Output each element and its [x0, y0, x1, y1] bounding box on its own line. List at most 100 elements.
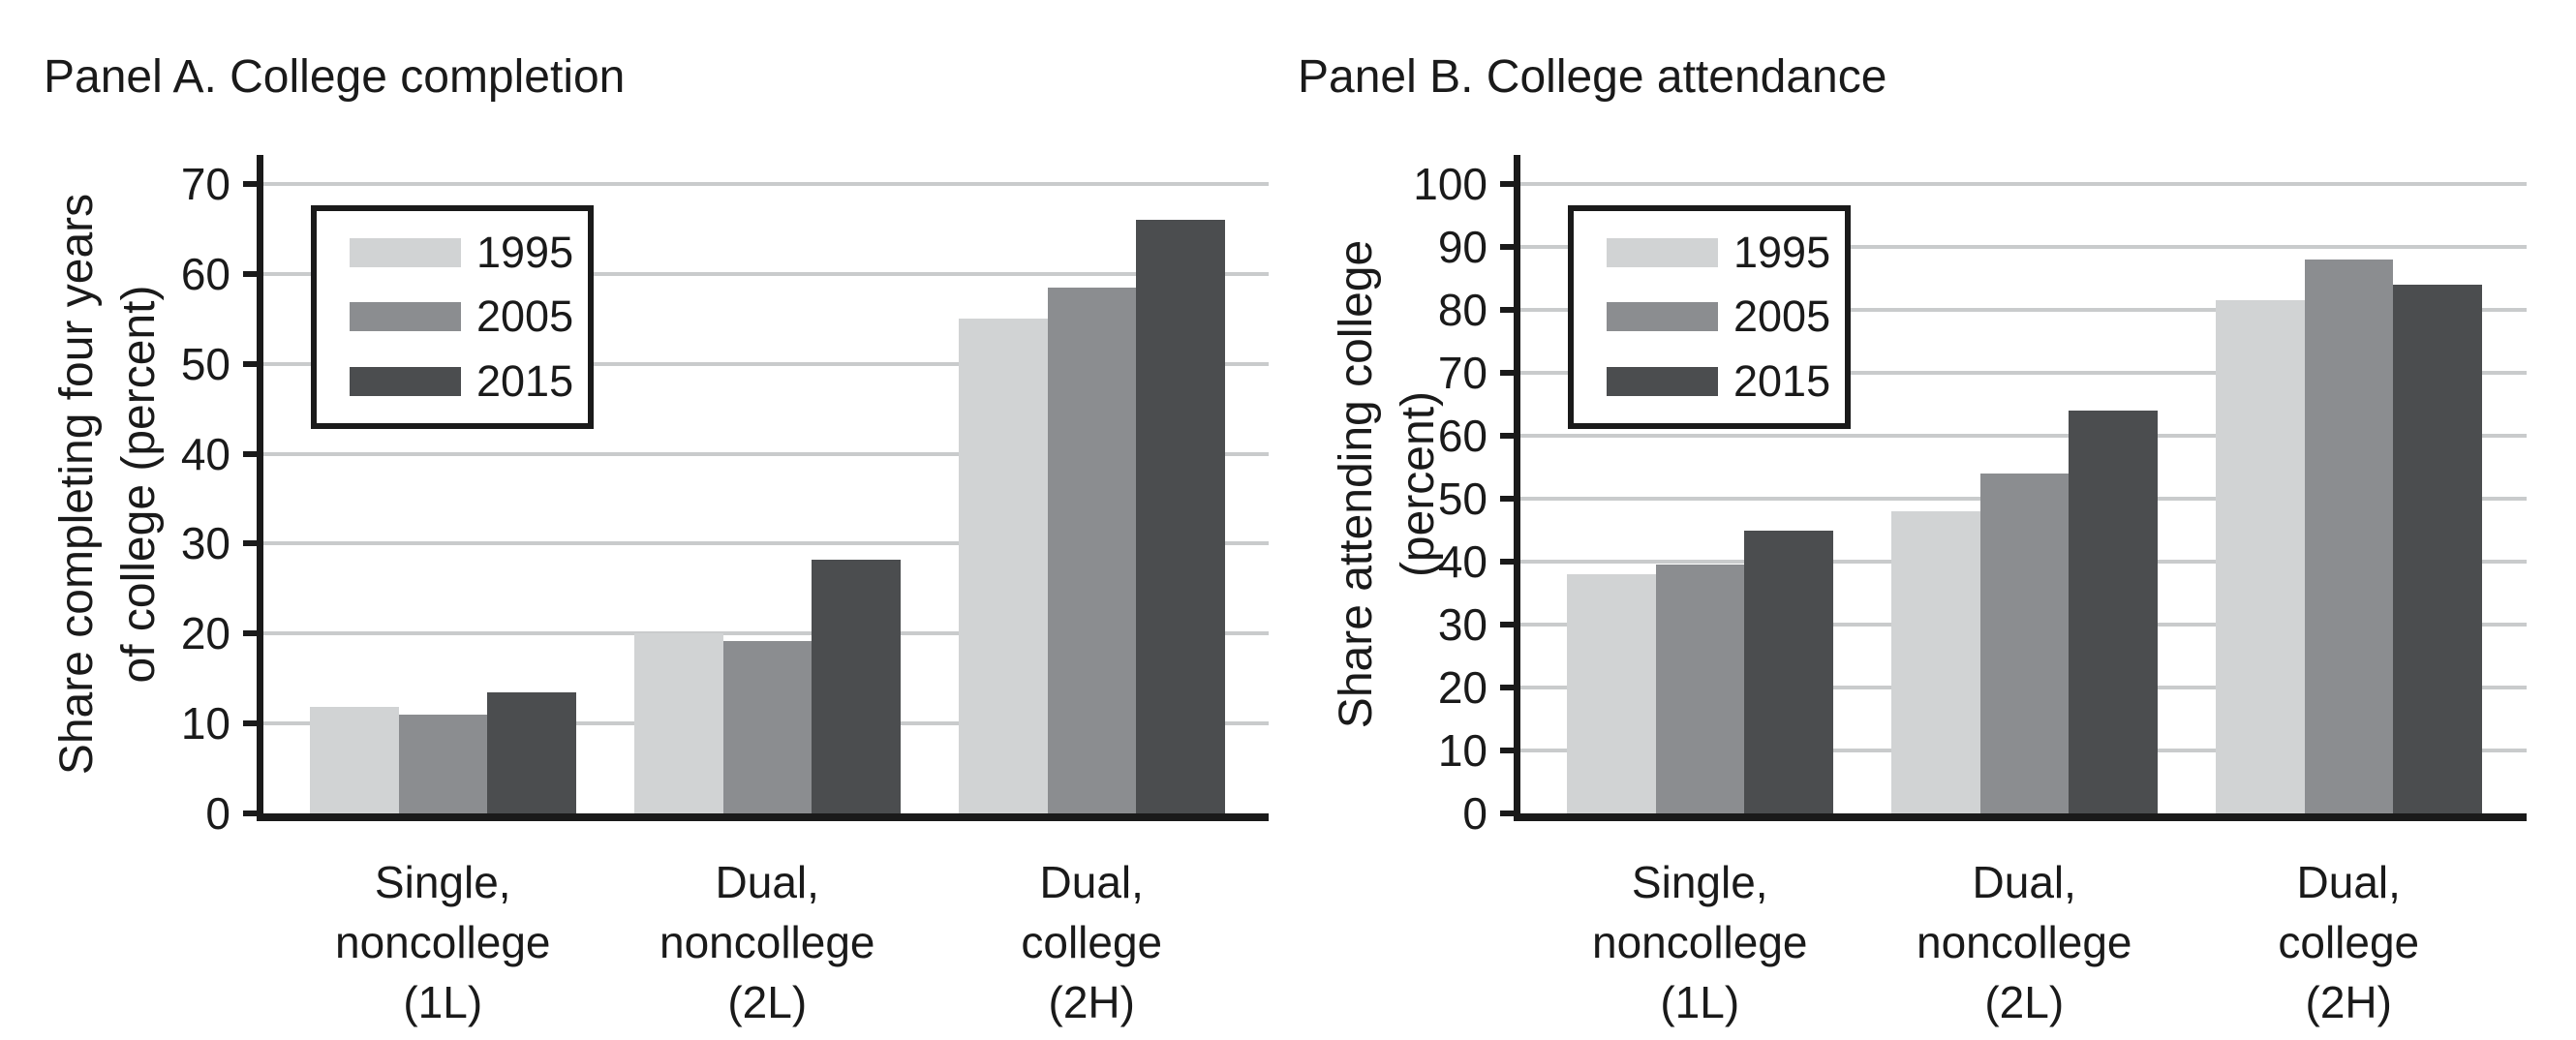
panel-b-y-tick-60 [1500, 433, 1514, 439]
panel-a-gridline-30 [263, 541, 1269, 546]
panel-a-y-tick-40 [243, 450, 257, 457]
panel-b-x-category-line: Dual, [1972, 857, 2076, 907]
panel-a-bar-2005-dual-college-2h- [1047, 287, 1136, 813]
panel-b-y-tick-label-0: 0 [1462, 788, 1487, 839]
panel-a-y-tick-0 [243, 811, 257, 816]
panel-a-bar-2005-single-noncollege-1l- [398, 714, 487, 813]
panel-b-x-category-line: Single, [1631, 857, 1768, 907]
panel-a-plot-area: 0 10 20 30 40 50 60 70 Single, noncollege (1L) Dual… [181, 155, 1269, 1027]
panel-a-legend-label-2015: 2015 [476, 355, 574, 406]
panel-b-y-tick-label-30: 30 [1437, 599, 1487, 650]
panel-a-x-category-label-2: Dual, noncollege (2L) [659, 852, 875, 1032]
panel-b-bar-1995-dual-noncollege-2l- [1891, 511, 1980, 813]
panel-a-x-category-line: (2H) [1048, 977, 1135, 1027]
panel-b-y-tick-label-10: 10 [1437, 725, 1487, 776]
panel-b-x-category-label-1: Single, noncollege (1L) [1592, 852, 1808, 1032]
panel-a-y-tick-60 [243, 270, 257, 277]
panel-a-y-tick-label-0: 0 [205, 788, 230, 839]
panel-b-y-tick-80 [1500, 307, 1514, 313]
panel-b-y-tick-label-60: 60 [1437, 411, 1487, 461]
panel-b-y-tick-10 [1500, 748, 1514, 753]
panel-b-plot-area: 0 10 20 30 40 50 60 70 80 90 100 Single, noncollege (… [1413, 155, 2527, 1027]
panel-a-x-category-line: Dual, [715, 857, 819, 907]
panel-a-x-category-line: noncollege [659, 917, 875, 967]
panel-b-x-category-line: (2H) [2305, 977, 2392, 1027]
panel-a-bar-2015-dual-noncollege-2l- [812, 560, 901, 813]
panel-b-x-category-label-3: Dual, college (2H) [2278, 852, 2419, 1032]
panel-b-bar-2005-dual-college-2h- [2304, 260, 2393, 813]
panel-b-title: Panel B. College attendance [1298, 51, 1887, 103]
panel-a-legend-swatch-2015 [350, 366, 461, 396]
panel-a-x-category-line: Single, [374, 857, 511, 907]
panel-b-y-tick-label-50: 50 [1437, 474, 1487, 524]
panel-a-gridline-40 [263, 451, 1269, 456]
panel-b-legend-swatch-1995 [1607, 238, 1718, 268]
panel-a-x-category-line: Dual, [1039, 857, 1144, 907]
panel-b-legend-swatch-2005 [1607, 302, 1718, 332]
panel-b-y-tick-label-100: 100 [1413, 159, 1487, 209]
panel-a-gridline-70 [263, 182, 1269, 186]
panel-a-y-tick-label-60: 60 [180, 248, 230, 299]
panel-a-legend-label-2005: 2005 [476, 291, 574, 342]
panel-b-bar-2005-single-noncollege-1l- [1655, 565, 1744, 813]
panel-a-bar-2015-dual-college-2h- [1136, 220, 1225, 813]
panel-a-legend-swatch-1995 [350, 238, 461, 268]
panel-a-legend-item-2005: 2005 [350, 291, 588, 342]
panel-b-x-category-label-2: Dual, noncollege (2L) [1917, 852, 2132, 1032]
panel-a-y-tick-30 [243, 540, 257, 547]
panel-a-gridline-60 [263, 271, 1269, 276]
panel-b-y-tick-40 [1500, 559, 1514, 565]
panel-b-x-category-line: noncollege [1916, 917, 2132, 967]
panel-a-y-tick-label-70: 70 [180, 159, 230, 209]
panel-b-y-tick-100 [1500, 181, 1514, 187]
panel-a-y-tick-label-30: 30 [180, 518, 230, 569]
panel-b-legend-label-2005: 2005 [1733, 291, 1831, 342]
panel-b-y-tick-30 [1500, 622, 1514, 627]
panel-b-bar-2005-dual-noncollege-2l- [1979, 474, 2069, 813]
panel-a-legend-item-1995: 1995 [350, 228, 588, 278]
panel-b-gridline-70 [1520, 371, 2527, 375]
panel-a-bar-2015-single-noncollege-1l- [487, 691, 576, 813]
panel-a-y-tick-label-40: 40 [180, 428, 230, 479]
panel-b-x-category-line: noncollege [1591, 917, 1808, 967]
panel-b-y-tick-90 [1500, 244, 1514, 250]
panel-a-x-category-line: (2L) [727, 977, 808, 1027]
panel-a-x-category-line: college [1021, 917, 1163, 967]
panel-a-legend: 1995 2005 2015 [311, 205, 594, 429]
panel-b-y-tick-label-40: 40 [1437, 536, 1487, 587]
panel-b-y-tick-label-90: 90 [1437, 222, 1487, 272]
panel-a-y-tick-label-20: 20 [180, 608, 230, 659]
panel-b-gridline-80 [1520, 308, 2527, 312]
panel-b-legend-swatch-2015 [1607, 366, 1718, 396]
panel-b-y-tick-20 [1500, 685, 1514, 690]
panel-b-legend-label-1995: 1995 [1733, 228, 1831, 278]
panel-b-y-tick-50 [1500, 496, 1514, 502]
panel-b-legend-label-2015: 2015 [1733, 355, 1831, 406]
panel-a-legend-swatch-2005 [350, 302, 461, 332]
panel-a-x-category-label-1: Single, noncollege (1L) [335, 852, 551, 1032]
panel-b-bar-1995-dual-college-2h- [2216, 300, 2305, 813]
panel-b-gridline-60 [1520, 434, 2527, 438]
panel-b-legend: 1995 2005 2015 [1568, 205, 1851, 429]
panel-a-legend-item-2015: 2015 [350, 356, 588, 407]
panel-a-gridline-20 [263, 631, 1269, 636]
panel-a-y-tick-label-50: 50 [180, 338, 230, 389]
panel-b-x-category-line: (1L) [1660, 977, 1740, 1027]
panel-b-y-tick-70 [1500, 370, 1514, 376]
panel-b-gridline-100 [1520, 182, 2527, 186]
panel-a-x-category-line: noncollege [334, 917, 551, 967]
panel-a-y-tick-label-10: 10 [180, 698, 230, 749]
panel-a-title: Panel A. College completion [44, 51, 626, 103]
panel-b-gridline-90 [1520, 245, 2527, 249]
panel-b-y-tick-0 [1500, 811, 1514, 816]
panel-b-x-category-line: (2L) [1984, 977, 2065, 1027]
panel-b-bar-2015-dual-college-2h- [2393, 285, 2482, 813]
panel-a-bar-2005-dual-noncollege-2l- [722, 640, 812, 813]
panel-b-legend-item-2015: 2015 [1607, 356, 1845, 407]
panel-a-x-category-label-3: Dual, college (2H) [1021, 852, 1162, 1032]
panel-b-bar-2015-single-noncollege-1l- [1744, 530, 1833, 813]
panel-b-y-tick-label-80: 80 [1437, 285, 1487, 335]
panel-a-bar-1995-dual-college-2h- [959, 319, 1048, 813]
panel-a-legend-label-1995: 1995 [476, 228, 574, 278]
panel-b-bar-1995-single-noncollege-1l- [1567, 574, 1656, 813]
